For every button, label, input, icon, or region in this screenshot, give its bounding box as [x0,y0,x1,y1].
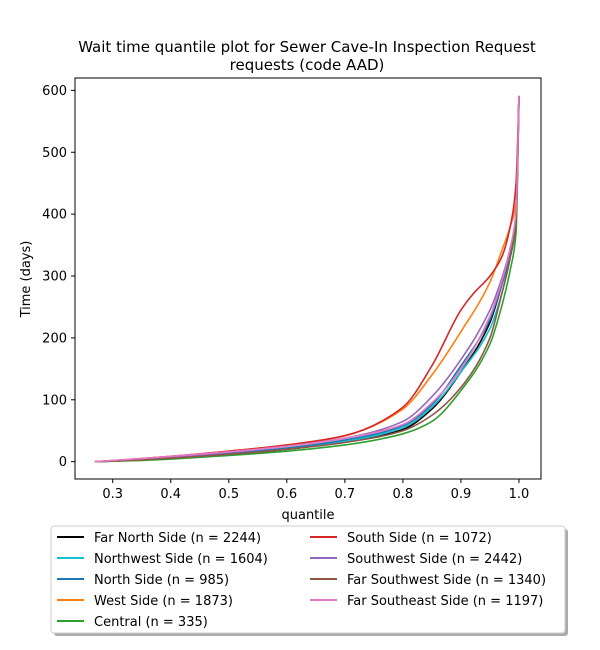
plot-lines [94,95,520,463]
x-tick-label: 1.0 [509,487,530,502]
legend-entry: Central (n = 335) [57,615,208,630]
series-line-4 [94,95,520,463]
legend-label: West Side (n = 1873) [94,594,233,609]
legend-label: Far Southwest Side (n = 1340) [347,573,546,588]
y-tick-label: 300 [42,270,67,285]
legend-entry: West Side (n = 1873) [57,594,233,609]
y-tick-label: 600 [42,84,67,99]
y-tick-label: 400 [42,208,67,223]
legend-entry: North Side (n = 985) [57,573,229,588]
y-tick-label: 200 [42,331,67,346]
legend-entry: Far North Side (n = 2244) [57,531,261,546]
x-tick-label: 0.8 [393,487,414,502]
legend-label: Central (n = 335) [94,615,208,630]
series-line-5 [94,101,520,463]
y-tick-label: 100 [42,393,67,408]
x-tick-label: 0.5 [218,487,239,502]
legend-entry: South Side (n = 1072) [310,531,492,546]
y-tick-label: 500 [42,146,67,161]
series-line-3 [94,98,520,463]
legend-entry: Far Southwest Side (n = 1340) [310,573,546,588]
legend-label: Southwest Side (n = 2442) [347,552,522,567]
series-line-7 [94,95,520,463]
x-tick-label: 0.4 [160,487,181,502]
x-tick-label: 0.3 [102,487,123,502]
series-line-2 [94,101,520,463]
series-line-1 [94,95,520,463]
x-axis-label: quantile [281,508,334,523]
legend-entry: Far Southeast Side (n = 1197) [310,594,543,609]
series-line-6 [94,95,520,463]
chart-title: Wait time quantile plot for Sewer Cave-I… [78,38,536,56]
legend-label: Far North Side (n = 2244) [94,531,261,546]
y-axis: 0 100 200 300 400 500 600 [42,84,75,470]
series-line-8 [94,95,520,463]
x-tick-label: 0.6 [276,487,297,502]
x-tick-label: 0.9 [451,487,472,502]
series-line-9 [94,95,520,463]
chart-subtitle: requests (code AAD) [230,56,385,74]
legend-label: North Side (n = 985) [94,573,229,588]
y-axis-label: Time (days) [19,241,34,319]
legend: Far North Side (n = 2244) Northwest Side … [50,525,568,636]
y-tick-label: 0 [59,455,67,470]
legend-entry: Northwest Side (n = 1604) [57,552,268,567]
x-tick-label: 0.7 [335,487,356,502]
legend-entry: Southwest Side (n = 2442) [310,552,522,567]
x-axis: 0.3 0.4 0.5 0.6 0.7 0.8 0.9 1.0 [102,479,529,502]
legend-box [50,525,566,634]
legend-label: Far Southeast Side (n = 1197) [347,594,543,609]
legend-label: Northwest Side (n = 1604) [94,552,268,567]
plot-frame [74,77,542,480]
legend-label: South Side (n = 1072) [347,531,492,546]
